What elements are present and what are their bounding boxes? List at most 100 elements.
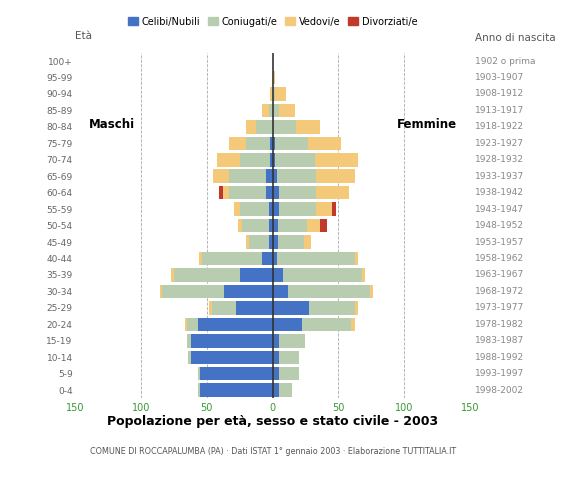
Bar: [200, 384, 273, 397]
Bar: [273, 104, 279, 117]
Text: 1923-1927: 1923-1927: [475, 139, 524, 148]
Text: 1913-1917: 1913-1917: [475, 106, 524, 115]
Bar: [249, 235, 269, 249]
Bar: [269, 203, 273, 216]
Text: 1928-1932: 1928-1932: [475, 155, 524, 164]
Bar: [270, 87, 273, 101]
Bar: [270, 153, 273, 167]
Bar: [242, 219, 269, 232]
Bar: [316, 203, 332, 216]
Bar: [296, 120, 320, 133]
Bar: [320, 219, 327, 232]
Bar: [279, 203, 316, 216]
Bar: [269, 219, 273, 232]
Bar: [273, 301, 309, 314]
Bar: [316, 186, 349, 199]
Text: 1973-1977: 1973-1977: [475, 303, 524, 312]
Bar: [246, 120, 256, 133]
Bar: [273, 334, 279, 348]
Bar: [304, 235, 311, 249]
Bar: [279, 104, 295, 117]
Bar: [199, 252, 202, 265]
Bar: [273, 252, 277, 265]
Bar: [187, 318, 198, 331]
Text: Anno di nascita: Anno di nascita: [475, 33, 556, 43]
Bar: [191, 350, 273, 364]
Text: 1953-1957: 1953-1957: [475, 238, 524, 247]
Text: 1968-1972: 1968-1972: [475, 287, 524, 296]
Bar: [277, 169, 316, 183]
Bar: [273, 318, 302, 331]
Bar: [224, 285, 273, 298]
Text: Maschi: Maschi: [89, 118, 135, 131]
Bar: [273, 120, 296, 133]
Text: 1958-1962: 1958-1962: [475, 254, 524, 263]
Bar: [198, 384, 200, 397]
Bar: [269, 235, 273, 249]
Bar: [278, 235, 304, 249]
Bar: [309, 301, 356, 314]
Bar: [273, 87, 275, 101]
Bar: [370, 285, 372, 298]
Bar: [273, 153, 275, 167]
Bar: [273, 235, 278, 249]
Text: 1988-1992: 1988-1992: [475, 353, 524, 362]
Text: 1908-1912: 1908-1912: [475, 89, 524, 98]
Bar: [262, 104, 269, 117]
Text: 1983-1987: 1983-1987: [475, 336, 524, 345]
Text: Popolazione per età, sesso e stato civile - 2003: Popolazione per età, sesso e stato civil…: [107, 415, 438, 428]
Bar: [276, 137, 308, 150]
Text: 1993-1997: 1993-1997: [475, 369, 524, 378]
Bar: [279, 350, 299, 364]
Text: 1998-2002: 1998-2002: [475, 385, 524, 395]
Bar: [200, 367, 273, 381]
Bar: [212, 301, 236, 314]
Text: 1963-1967: 1963-1967: [475, 270, 524, 279]
Bar: [270, 137, 273, 150]
Text: 1903-1907: 1903-1907: [475, 73, 524, 82]
Bar: [316, 169, 356, 183]
Bar: [266, 169, 273, 183]
Text: 1918-1922: 1918-1922: [475, 122, 524, 132]
Bar: [184, 318, 187, 331]
Bar: [362, 268, 365, 282]
Text: 1978-1982: 1978-1982: [475, 320, 524, 329]
Bar: [283, 268, 362, 282]
Bar: [188, 350, 191, 364]
Bar: [223, 186, 229, 199]
Text: COMUNE DI ROCCAPALUMBA (PA) · Dati ISTAT 1° gennaio 2003 · Elaborazione TUTTITAL: COMUNE DI ROCCAPALUMBA (PA) · Dati ISTAT…: [89, 446, 456, 456]
Bar: [198, 318, 273, 331]
Bar: [279, 334, 306, 348]
Bar: [240, 203, 269, 216]
Bar: [279, 367, 299, 381]
Bar: [240, 268, 273, 282]
Text: 1938-1942: 1938-1942: [475, 188, 524, 197]
Bar: [246, 235, 249, 249]
Bar: [278, 219, 307, 232]
Bar: [273, 169, 277, 183]
Bar: [198, 367, 200, 381]
Bar: [351, 318, 356, 331]
Bar: [160, 285, 162, 298]
Bar: [288, 285, 370, 298]
Bar: [229, 169, 266, 183]
Text: 1943-1947: 1943-1947: [475, 204, 524, 214]
Bar: [218, 153, 240, 167]
Bar: [279, 384, 292, 397]
Bar: [191, 334, 273, 348]
Bar: [266, 186, 273, 199]
Bar: [162, 285, 224, 298]
Bar: [276, 153, 315, 167]
Bar: [273, 203, 279, 216]
Bar: [273, 350, 279, 364]
Bar: [219, 186, 223, 199]
Text: 1902 o prima: 1902 o prima: [475, 57, 535, 66]
Legend: Celibi/Nubili, Coniugati/e, Vedovi/e, Divorziati/e: Celibi/Nubili, Coniugati/e, Vedovi/e, Di…: [124, 13, 421, 31]
Bar: [246, 137, 270, 150]
Bar: [273, 268, 283, 282]
Bar: [171, 268, 174, 282]
Bar: [273, 285, 288, 298]
Bar: [240, 153, 270, 167]
Bar: [213, 169, 229, 183]
Bar: [236, 301, 273, 314]
